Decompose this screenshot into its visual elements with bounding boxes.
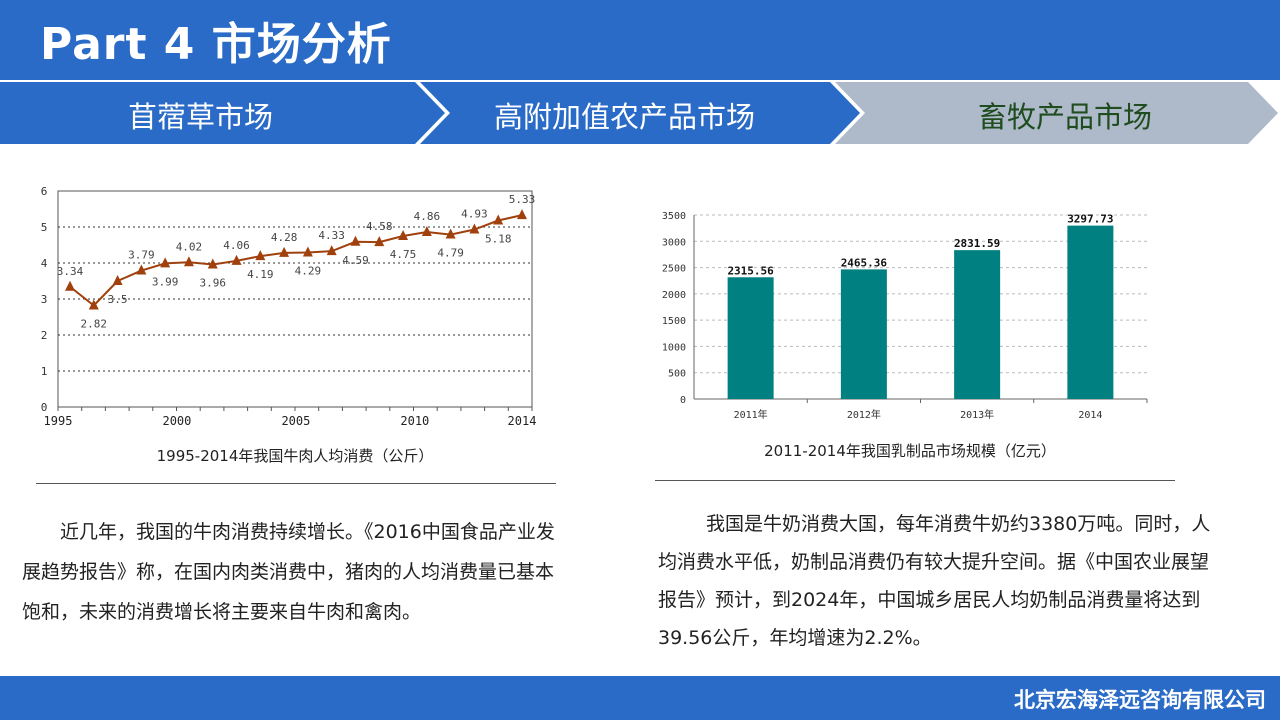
tab-bg-2 [420,82,860,144]
data-label: 4.58 [366,220,393,233]
data-point-marker [326,245,337,256]
x-tick-label: 2014 [508,414,537,428]
right-paragraph: 我国是牛奶消费大国，每年消费牛奶约3380万吨。同时，人均消费水平低，奶制品消费… [658,513,1211,649]
data-point-marker [255,250,266,261]
x-tick-label: 2011年 [734,408,768,421]
data-point-marker [88,299,99,310]
x-tick-label: 2000 [162,414,191,428]
data-label: 4.79 [437,247,464,260]
data-point-marker [493,214,504,225]
data-point-marker [279,246,290,257]
divider [655,480,1175,481]
y-tick-label: 0 [680,395,686,406]
data-label: 4.06 [223,239,250,252]
data-point-marker [469,223,480,234]
tab-bg-1 [0,82,445,144]
data-point-marker [398,230,409,240]
y-tick-label: 2500 [662,264,686,275]
y-tick-label: 5 [41,221,48,234]
data-point-marker [112,275,123,285]
data-label: 2315.56 [727,264,774,277]
y-tick-label: 2 [41,329,48,342]
bar [954,250,1001,399]
divider [36,483,556,484]
data-label: 4.19 [247,268,274,281]
x-tick-label: 2012年 [847,408,881,421]
data-label: 3.5 [108,293,128,306]
data-point-marker [350,235,361,246]
data-point-marker [445,228,456,239]
data-point-marker [421,226,432,237]
y-tick-label: 3000 [662,237,686,248]
company-name: 北京宏海泽远咨询有限公司 [1014,687,1266,712]
data-point-marker [207,258,218,269]
header-bar: Part 4 市场分析 [0,0,1280,80]
data-label: 3297.73 [1067,213,1113,226]
data-point-marker [65,280,75,291]
data-label: 3.99 [152,275,179,288]
y-tick-label: 2000 [662,290,686,301]
data-label: 5.33 [509,193,536,206]
y-tick-label: 1500 [662,316,686,327]
data-point-marker [374,236,385,247]
data-label: 4.75 [390,248,417,261]
y-tick-label: 1000 [662,342,686,353]
data-label: 2.82 [81,317,108,330]
data-label: 2465.36 [841,256,888,269]
bar-chart-caption: 2011-2014年我国乳制品市场规模（亿元） [764,442,1056,460]
tab-high-value-agri[interactable]: 高附加值农产品市场 [494,100,756,134]
line-chart-caption: 1995-2014年我国牛肉人均消费（公斤） [156,447,434,465]
data-label: 4.29 [295,265,322,278]
series-line [69,214,523,307]
data-point-marker [160,257,171,268]
data-label: 3.34 [57,265,84,278]
x-tick-label: 2014 [1078,410,1102,421]
data-point-marker [136,264,147,275]
data-label: 5.18 [485,233,512,246]
footer-bar: 北京宏海泽远咨询有限公司 [0,676,1280,720]
section-tabs: 苜蓿草市场 高附加值农产品市场 畜牧产品市场 [0,82,1280,144]
x-tick-label: 2010 [400,414,429,428]
data-label: 3.96 [199,276,226,289]
data-label: 4.93 [461,208,488,221]
data-label: 4.02 [176,240,203,253]
x-tick-label: 2005 [281,414,310,428]
beef-consumption-line-chart: 0 1 2 3 4 5 6 1995 2000 2005 2010 2014 3.34 2.823.5 3.… [41,185,537,428]
bar [840,269,887,399]
x-tick-label: 1995 [44,414,73,428]
data-label: 4.33 [318,229,345,242]
data-point-marker [517,209,527,220]
y-tick-label: 4 [41,257,48,270]
data-label: 4.86 [414,210,441,223]
data-point-marker [302,246,313,257]
data-label: 2831.59 [954,237,1000,250]
data-point-marker [231,254,242,265]
bar [727,277,774,399]
data-point-marker [183,256,194,267]
data-label: 4.28 [271,231,298,244]
y-tick-label: 3500 [662,211,686,222]
y-tick-label: 3 [41,293,48,306]
data-label: 4.59 [342,254,369,267]
tab-livestock[interactable]: 畜牧产品市场 [978,100,1153,134]
data-label: 3.79 [128,249,155,262]
x-tick-label: 2013年 [960,408,994,421]
y-tick-label: 6 [41,185,48,198]
page-title: Part 4 市场分析 [40,19,392,70]
tab-bg-3 [835,82,1278,144]
dairy-market-bar-chart: 0 500 1000 1500 2000 2500 3000 3500 2315.56 2011年… [662,211,1148,421]
tab-alfalfa[interactable]: 苜蓿草市场 [128,100,274,134]
bar [1067,225,1114,399]
y-tick-label: 500 [668,369,686,380]
y-tick-label: 0 [41,401,48,414]
left-paragraph: 近几年，我国的牛肉消费持续增长。《2016中国食品产业发展趋势报告》称，在国内肉… [22,521,555,623]
y-tick-label: 1 [41,365,48,378]
